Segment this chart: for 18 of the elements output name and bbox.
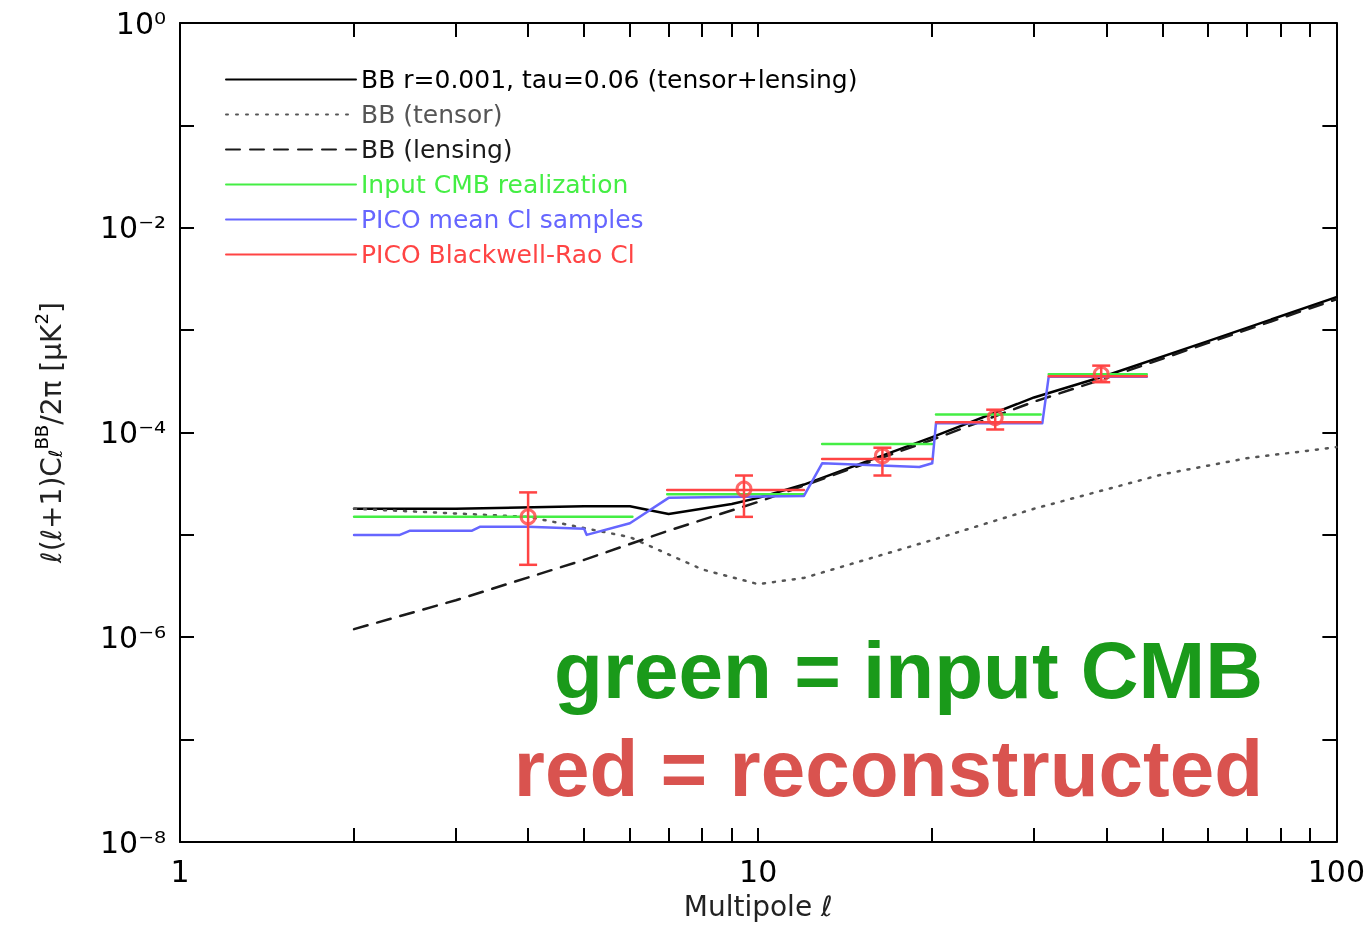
y-tick-label: 10⁻⁴ [99, 415, 166, 450]
x-tick-label: 10 [739, 853, 778, 889]
text: PICO mean Cl samples [361, 205, 644, 234]
annotation: green = input CMB [554, 625, 1263, 715]
text: BB (tensor) [361, 100, 503, 129]
y-tick-label: 10⁻² [99, 210, 166, 246]
y-tick-label: 10⁰ [115, 5, 166, 41]
text: BB (lensing) [361, 135, 513, 164]
y-axis-title: ℓ(ℓ+1)CℓBB/2π [μK2] [30, 302, 68, 564]
x-tick-label: 100 [1307, 853, 1365, 889]
annotation: red = reconstructed [513, 723, 1263, 813]
text: Input CMB realization [361, 170, 629, 199]
y-tick-label: 10⁻⁶ [99, 619, 166, 655]
x-tick-label: 1 [170, 853, 190, 889]
x-axis-title: Multipole ℓ [683, 889, 833, 923]
legend-label: BB r=0.001, tau=0.06 (tensor+lensing) [361, 65, 858, 94]
text: PICO Blackwell-Rao Cl [361, 240, 635, 269]
y-tick-label: 10⁻⁸ [99, 824, 166, 860]
